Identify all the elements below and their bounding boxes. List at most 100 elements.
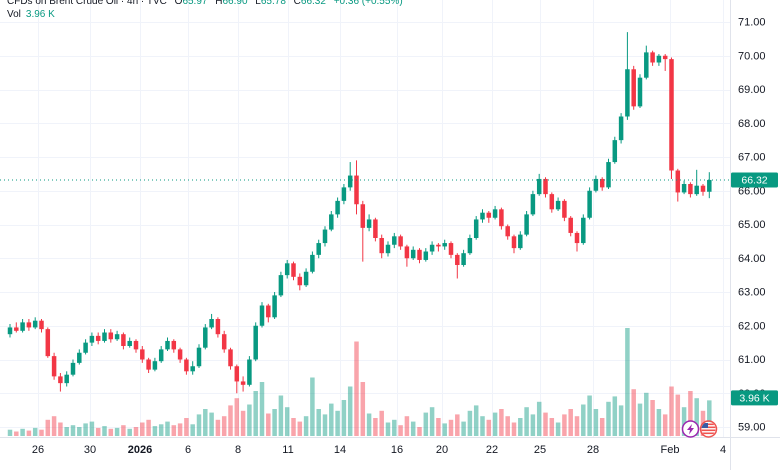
volume-bar [266,413,271,436]
change-value: +0.36 (+0.55%) [333,0,403,7]
price-axis-label: 69.00 [738,84,766,96]
candle [39,319,44,333]
candle [707,172,712,199]
candle-body [184,359,189,372]
volume-bar [240,410,246,436]
volume-bar [656,409,662,436]
candles-series[interactable] [7,32,712,394]
candle [89,332,95,346]
candle-body [70,362,76,375]
candle-body [58,376,63,384]
price-axis-label: 64.00 [738,253,766,265]
candle-body [77,352,82,363]
candle-body [228,349,233,367]
volume-bar [284,407,290,436]
candle [536,173,542,196]
candle-body [259,305,265,326]
volume-bar [51,416,57,436]
volume-bar [203,409,208,436]
candle [662,54,668,71]
volume-bar [121,425,126,436]
candle [291,261,296,281]
symbol-title[interactable]: CFDs on Brent Crude Oil · 4h · TVC [7,0,167,7]
volume-bar [146,419,151,436]
volume-bar [637,403,643,436]
candle-body [316,243,321,255]
candle [593,175,599,193]
candle [625,32,630,120]
volume-series[interactable] [7,328,712,436]
candle-body [568,217,573,233]
candle [423,248,429,262]
time-axis-label: 30 [84,444,96,456]
candle-body [20,322,25,331]
candle-body [234,366,240,382]
volume-bar [410,421,416,436]
economic-event-marker-icon[interactable] [681,420,700,438]
volume-bar [417,427,422,436]
svg-text:3.96 K: 3.96 K [739,392,769,404]
volume-bar [303,416,309,436]
candle-body [499,209,504,227]
candle-body [593,178,599,191]
volume-bar [14,431,19,436]
volume-bar [26,430,32,436]
candle-body [417,249,422,260]
price-axis-label: 66.00 [738,185,766,197]
volume-bar [291,418,296,436]
symbol-info-bar: CFDs on Brent Crude Oil · 4h · TVC O65.9… [7,0,403,21]
volume-bar [612,396,618,436]
volume-bar [511,422,517,436]
candle [7,324,13,338]
volume-bar [39,429,44,436]
candle [95,332,101,345]
candle-body [455,254,460,265]
candle-body [196,347,202,367]
candle-body [171,340,177,350]
candle-body [354,175,359,205]
time-axis-label: 2026 [128,444,152,456]
volume-bar [486,419,492,436]
price-axis-label: 59.00 [738,422,766,434]
us-flag-icon [701,422,716,436]
volume-bar [492,412,498,436]
candle-body [26,322,32,328]
candle-body [291,263,296,277]
volume-bar [536,401,542,436]
candle-body [612,140,618,163]
time-axis-label: 28 [587,444,599,456]
candle [209,313,214,330]
time-axis-label: 11 [282,444,293,456]
volume-bar [606,401,611,436]
time-axis[interactable]: 26 30 2026 6 8 11 14 16 20 22 25 28 Feb 4 [32,444,726,456]
time-axis-label: 26 [32,444,44,456]
candle-body [467,238,473,254]
volume-bar [467,410,473,436]
price-axis-label: 65.00 [738,219,766,231]
volume-bar [625,328,630,436]
us-holiday-marker-icon[interactable] [699,420,718,438]
candle-body [335,200,340,215]
candle [499,207,504,230]
lightning-bolt-icon [687,424,694,435]
volume-label[interactable]: Vol [7,9,21,20]
volume-bar [681,407,687,436]
candle-body [140,349,145,360]
price-axis-label: 61.00 [738,354,766,366]
candle [480,209,485,223]
volume-bar [184,418,189,436]
candle [253,322,258,362]
candle-body [272,295,277,318]
candle [612,136,618,164]
candle [373,217,378,242]
volume-bar [221,416,227,436]
volume-bar [45,419,51,436]
candle [543,177,548,198]
candle-body [486,212,492,218]
price-axis[interactable]: 71.00 70.00 69.00 68.00 67.00 66.00 65.00 64.00… [738,17,766,434]
candle-body [14,327,19,331]
candle-body [505,226,510,237]
candle-body [492,209,498,218]
volume-bar [385,422,391,436]
